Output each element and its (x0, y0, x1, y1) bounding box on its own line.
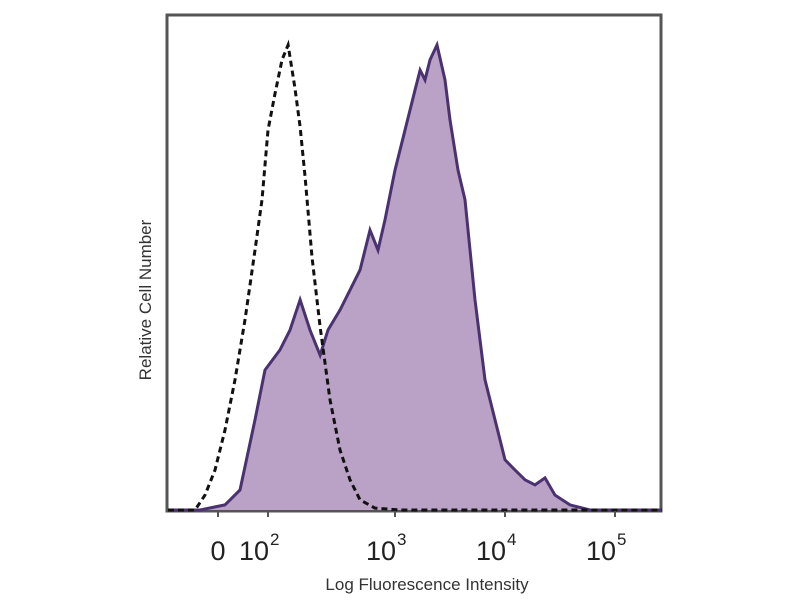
x-tick-label: 10 (366, 536, 396, 566)
x-tick-exponent: 3 (397, 530, 406, 549)
x-axis-label: Log Fluorescence Intensity (325, 575, 529, 594)
x-tick-label: 0 (210, 536, 225, 566)
x-tick-label: 10 (239, 536, 269, 566)
x-tick-label: 10 (476, 536, 506, 566)
x-tick-exponent: 2 (270, 530, 279, 549)
stained-histogram-line (168, 40, 662, 512)
control-histogram-line (168, 39, 662, 512)
x-tick-exponent: 4 (507, 530, 516, 549)
stained-histogram-fill (168, 45, 662, 510)
x-tick-exponent: 5 (617, 530, 626, 549)
x-tick-label: 10 (586, 536, 616, 566)
y-axis-label: Relative Cell Number (136, 219, 155, 380)
